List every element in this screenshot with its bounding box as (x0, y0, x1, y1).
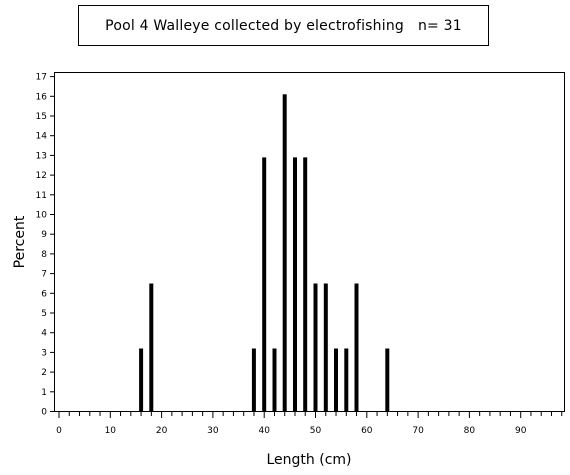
y-tick-label: 12 (36, 171, 47, 181)
y-tick-label: 14 (36, 132, 48, 142)
y-tick-label: 11 (36, 191, 47, 201)
x-tick-label: 0 (56, 426, 62, 436)
y-tick-label: 15 (36, 112, 47, 122)
bar (293, 157, 297, 412)
y-tick-label: 2 (41, 368, 47, 378)
y-tick-label: 13 (36, 151, 47, 161)
x-tick-label: 80 (464, 426, 476, 436)
bar (303, 157, 308, 412)
y-tick-label: 16 (36, 92, 48, 102)
x-tick-label: 30 (207, 426, 219, 436)
bar (313, 283, 318, 412)
bar (385, 348, 390, 412)
y-tick-label: 0 (41, 408, 47, 418)
y-tick-label: 7 (41, 270, 47, 280)
bar (251, 348, 256, 412)
x-tick-label: 50 (310, 426, 322, 436)
x-tick-label: 90 (515, 426, 527, 436)
y-tick-label: 17 (36, 73, 47, 83)
chart-title-box: Pool 4 Walleye collected by electrofishi… (78, 5, 489, 46)
y-tick-label: 4 (41, 329, 47, 339)
bars-group (139, 94, 390, 412)
x-axis: 0 10 20 30 40 50 60 70 80 90 (56, 411, 563, 436)
y-axis-title: Percent (12, 215, 28, 268)
y-tick-label: 9 (41, 230, 47, 240)
x-tick-label: 60 (361, 426, 373, 436)
x-tick-label: 70 (412, 426, 424, 436)
bar (139, 348, 144, 412)
bar (344, 348, 349, 412)
x-axis-title: Length (cm) (267, 452, 352, 468)
y-tick-label: 3 (41, 348, 47, 358)
y-tick-label: 10 (36, 211, 48, 221)
y-tick-label: 5 (41, 309, 47, 319)
bar (323, 283, 328, 412)
x-tick-label: 40 (258, 426, 270, 436)
bar (149, 283, 154, 412)
chart-title: Pool 4 Walleye collected by electrofishi… (105, 17, 404, 34)
x-tick-label: 10 (105, 426, 117, 436)
bar (282, 94, 287, 412)
y-tick-label: 6 (41, 289, 47, 299)
plot-frame (54, 72, 565, 412)
bar (262, 157, 267, 412)
bar (272, 348, 277, 412)
x-tick-label: 20 (156, 426, 168, 436)
bar (334, 348, 338, 412)
chart-n-label: n= 31 (417, 17, 462, 34)
y-tick-label: 1 (41, 388, 47, 398)
y-tick-label: 8 (41, 250, 47, 260)
bar (354, 283, 359, 412)
